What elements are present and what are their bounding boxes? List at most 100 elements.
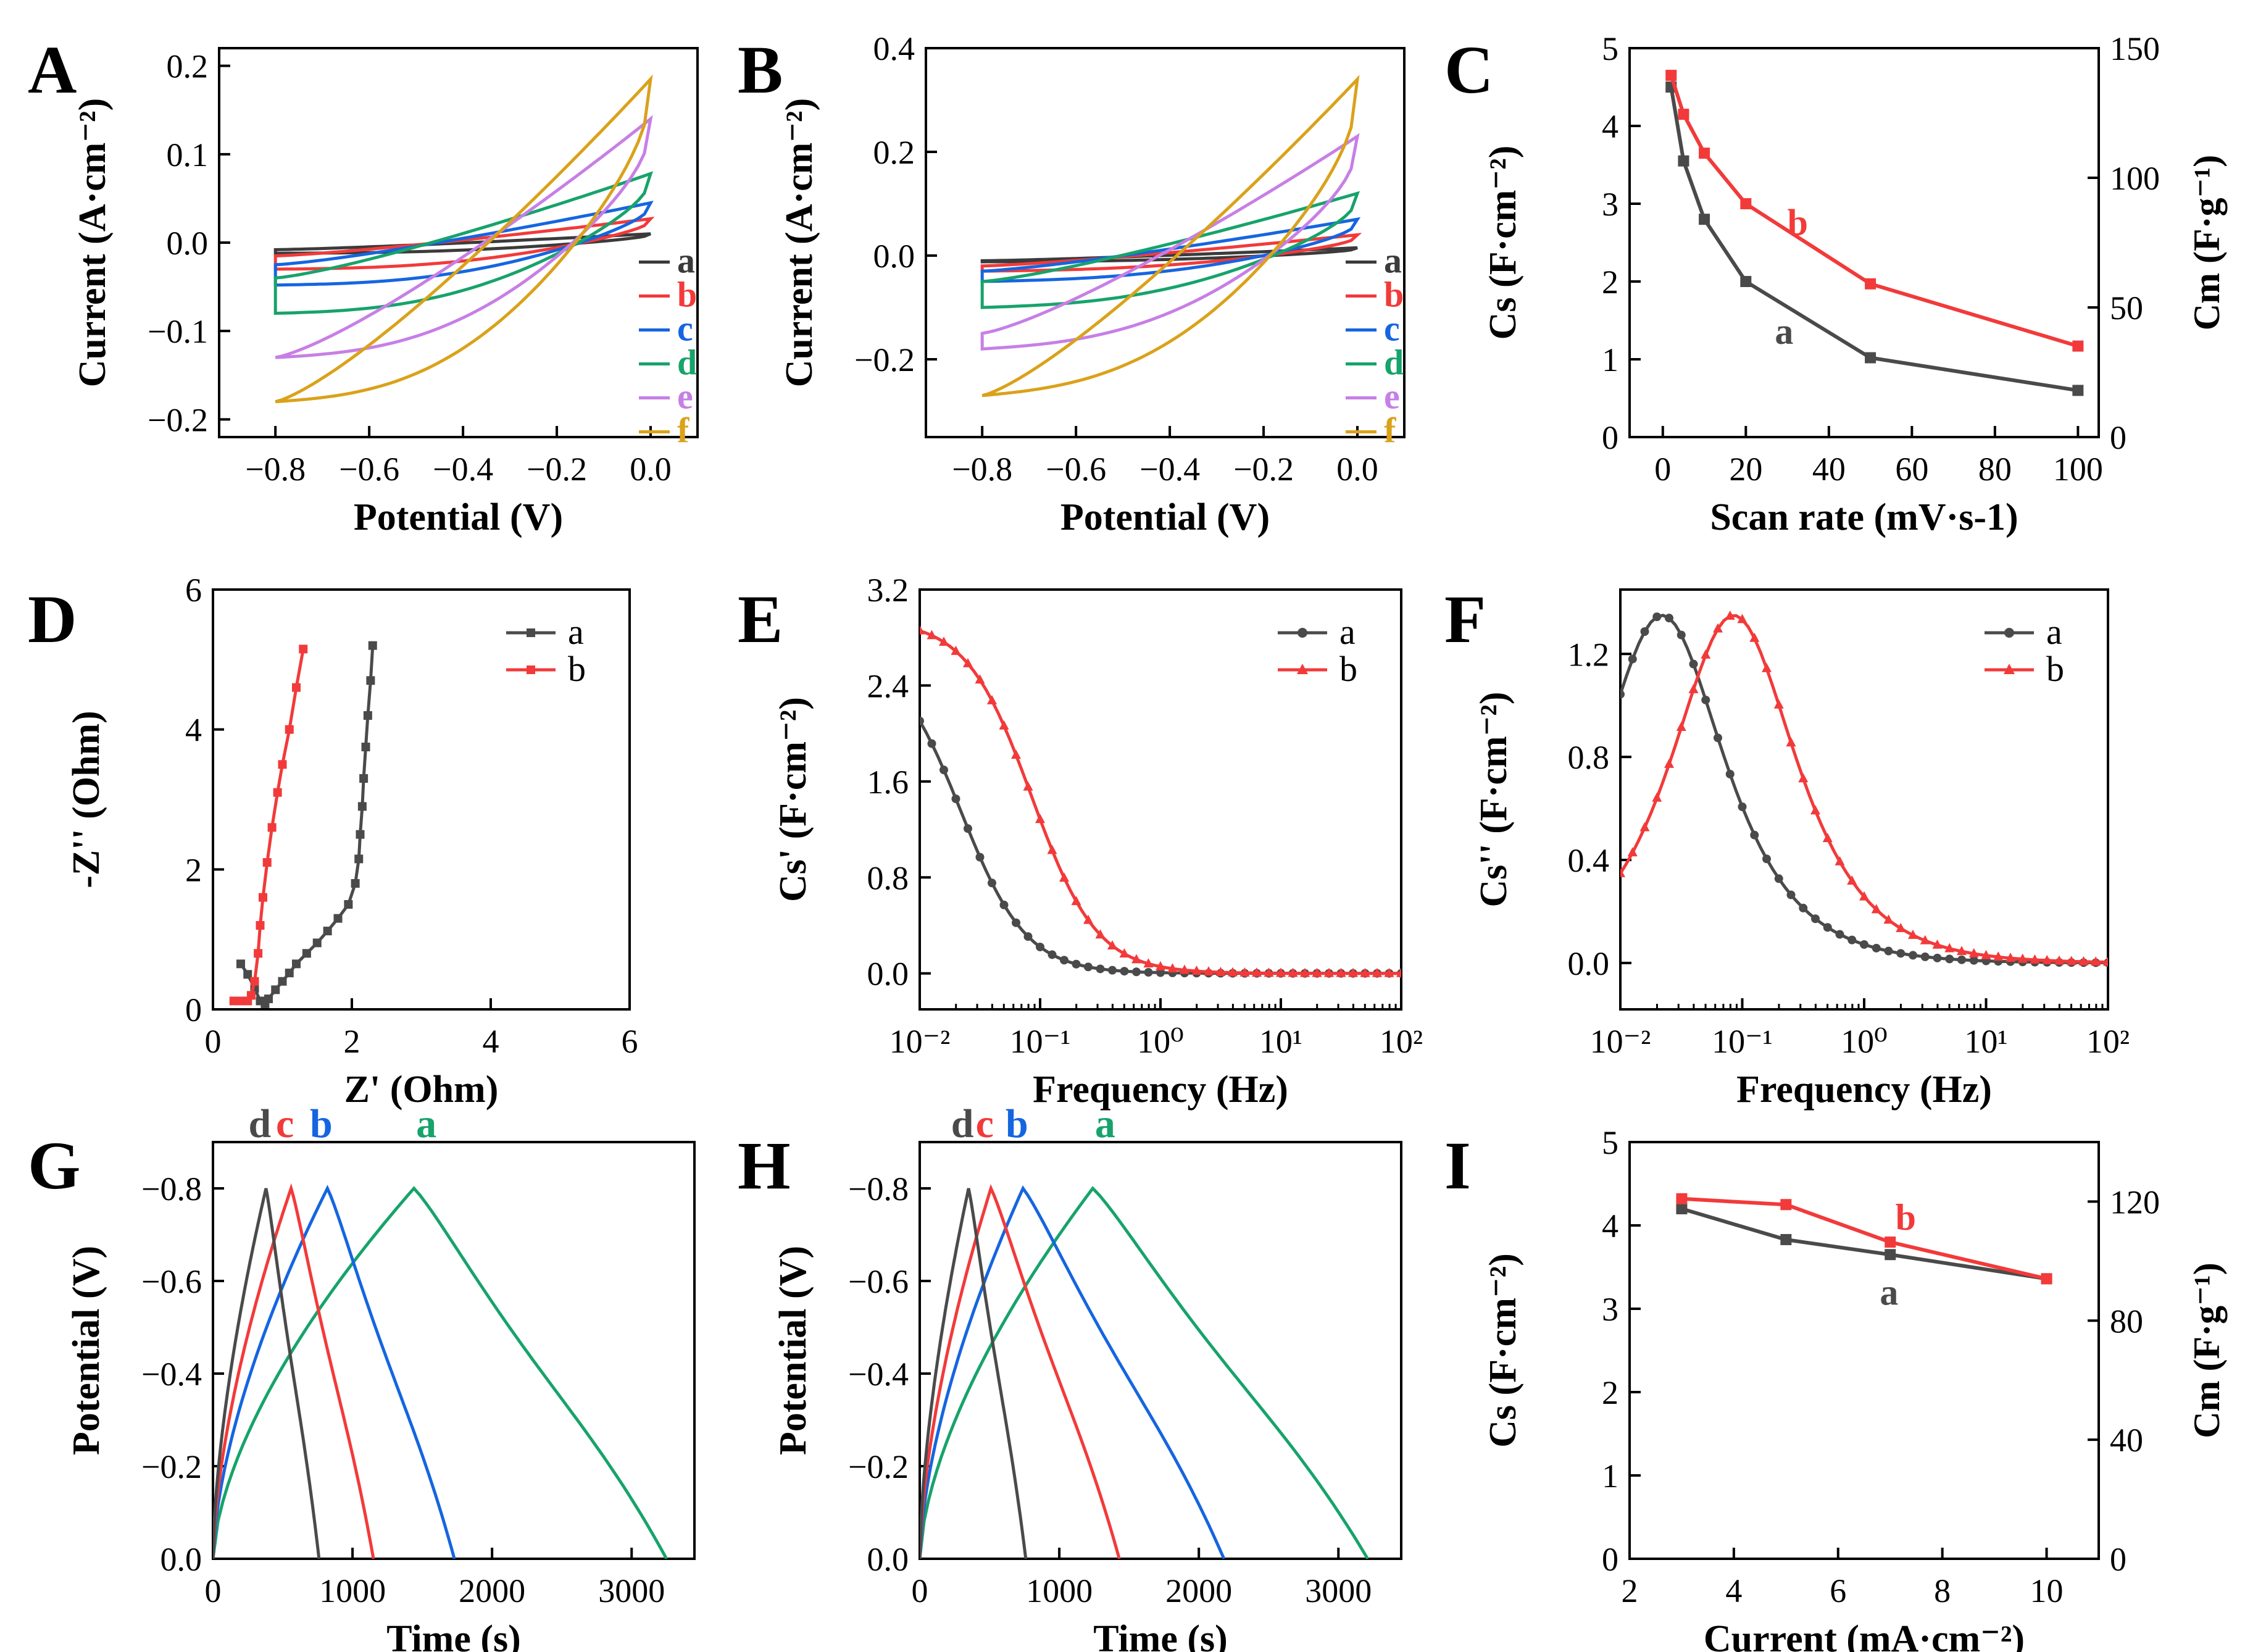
gcd-curve-a bbox=[920, 1186, 1369, 1559]
plot-area bbox=[229, 641, 377, 1008]
panel-a: A −0.8 −0.6 −0.4 −0.2 0.0 −0.2 −0.1 0.0 0.1 0.2 Pot… bbox=[28, 32, 699, 538]
data-point-a bbox=[1144, 968, 1153, 977]
data-point-b bbox=[920, 625, 925, 635]
data-point-a bbox=[356, 830, 365, 839]
data-point-a bbox=[1132, 967, 1141, 977]
data-point-a bbox=[1909, 951, 1917, 960]
data-point-b bbox=[250, 977, 259, 986]
data-point-a bbox=[1689, 659, 1698, 669]
data-point-a bbox=[964, 824, 972, 833]
legend-label-a: a bbox=[677, 241, 695, 281]
data-point-b bbox=[1908, 929, 1918, 939]
y-tick-label: 4 bbox=[1602, 1208, 1618, 1245]
y-axis-label: Cs'' (F·cm⁻²) bbox=[1473, 691, 1515, 907]
data-point-a bbox=[1738, 802, 1747, 811]
data-point-b bbox=[1993, 951, 2004, 961]
data-point-a bbox=[354, 854, 364, 864]
data-point-a bbox=[1780, 1233, 1792, 1245]
panel-label: I bbox=[1444, 1128, 1471, 1203]
data-point-b bbox=[1180, 964, 1189, 974]
data-point-b bbox=[1981, 949, 1991, 959]
data-point-b bbox=[1968, 948, 1979, 957]
data-point-b bbox=[1676, 721, 1686, 731]
data-point-b bbox=[1749, 632, 1760, 642]
data-point-b bbox=[1396, 967, 1401, 977]
cv-loop-e bbox=[980, 133, 1360, 351]
data-point-b bbox=[1059, 872, 1069, 882]
data-point-a bbox=[1699, 214, 1710, 225]
data-point-b bbox=[1688, 683, 1699, 693]
data-point-b bbox=[1264, 967, 1274, 977]
legend-label-b: b bbox=[2046, 649, 2064, 689]
x-tick-label: 8 bbox=[1934, 1572, 1951, 1609]
data-point-b bbox=[1023, 781, 1033, 791]
data-point-b bbox=[1372, 967, 1382, 977]
x-axis-label: Scan rate (mV·s-1) bbox=[1710, 496, 2018, 538]
panel-label: A bbox=[28, 32, 77, 107]
series-line-a bbox=[1681, 1207, 2047, 1281]
data-point-b bbox=[256, 921, 265, 930]
y-tick-label: −0.1 bbox=[148, 313, 208, 350]
data-point-b bbox=[975, 674, 985, 684]
y-right-tick-label: 40 bbox=[2110, 1422, 2143, 1459]
data-point-b bbox=[1324, 967, 1334, 977]
data-point-b bbox=[1047, 845, 1057, 854]
y-right-tick-label: 0 bbox=[2110, 1541, 2126, 1578]
x-tick-label: 10⁻² bbox=[889, 1023, 951, 1060]
data-point-a bbox=[927, 739, 936, 748]
data-point-a bbox=[368, 641, 377, 650]
data-point-a bbox=[1096, 964, 1105, 974]
y-tick-label: −0.4 bbox=[141, 1356, 202, 1393]
data-point-b bbox=[1360, 967, 1370, 977]
data-point-a bbox=[1799, 903, 1808, 912]
panel-label: E bbox=[738, 582, 783, 657]
data-point-a bbox=[236, 959, 245, 969]
y-axis-label: Potential (V) bbox=[65, 1246, 107, 1455]
y-right-tick-label: 50 bbox=[2110, 290, 2143, 327]
data-point-a bbox=[302, 949, 311, 958]
data-point-b bbox=[2041, 1273, 2052, 1285]
x-tick-label: 2 bbox=[344, 1023, 360, 1060]
data-point-b bbox=[259, 893, 267, 902]
data-point-a bbox=[1677, 630, 1686, 640]
legend-marker-b bbox=[527, 665, 535, 674]
annotation-b: b bbox=[310, 1101, 333, 1146]
x-tick-label: 10¹ bbox=[1259, 1023, 1302, 1060]
x-tick-label: 80 bbox=[1978, 451, 2012, 488]
data-point-a bbox=[1084, 962, 1093, 972]
data-point-a bbox=[2072, 385, 2084, 396]
data-point-b bbox=[1119, 948, 1130, 958]
plot-frame bbox=[1628, 1141, 2100, 1560]
data-point-b bbox=[1239, 967, 1250, 977]
plot-area bbox=[920, 1183, 1369, 1559]
x-tick-label: 10² bbox=[2086, 1023, 2130, 1060]
x-tick-label: 10¹ bbox=[1964, 1023, 2007, 1060]
data-point-b bbox=[2030, 954, 2040, 964]
data-point-b bbox=[1920, 935, 1930, 945]
y-tick-label: 0.0 bbox=[167, 225, 209, 262]
x-tick-label: −0.8 bbox=[245, 451, 306, 488]
y-right-tick-label: 0 bbox=[2110, 419, 2126, 456]
data-point-b bbox=[278, 760, 287, 769]
plot-area bbox=[1676, 1193, 2052, 1285]
y-tick-label: 0.0 bbox=[867, 1541, 909, 1578]
data-point-b bbox=[1865, 278, 1877, 290]
x-tick-label: 0 bbox=[205, 1023, 222, 1060]
x-tick-label: 10⁰ bbox=[1137, 1023, 1184, 1060]
y-axis-label: Current (A·cm⁻²) bbox=[778, 98, 820, 388]
y-tick-label: 2 bbox=[1602, 1374, 1618, 1411]
x-tick-label: 2000 bbox=[1165, 1572, 1232, 1609]
legend-label-a: a bbox=[2046, 612, 2062, 652]
plot-frame bbox=[925, 47, 1406, 438]
legend-label-a: a bbox=[1384, 241, 1402, 281]
panel-h: H 0 1000 2000 3000 0.0 −0.2 −0.4 −0.6 −0.8 Time (s… bbox=[738, 1101, 1402, 1652]
data-point-b bbox=[939, 636, 949, 646]
y-tick-label: 2 bbox=[1602, 264, 1618, 301]
legend-label-e: e bbox=[677, 377, 693, 417]
x-tick-label: 2000 bbox=[459, 1572, 525, 1609]
data-point-b bbox=[1883, 914, 1894, 924]
data-point-b bbox=[1627, 847, 1638, 857]
data-point-b bbox=[2042, 954, 2052, 964]
plot-area bbox=[1665, 70, 2084, 396]
data-point-b bbox=[254, 949, 263, 958]
